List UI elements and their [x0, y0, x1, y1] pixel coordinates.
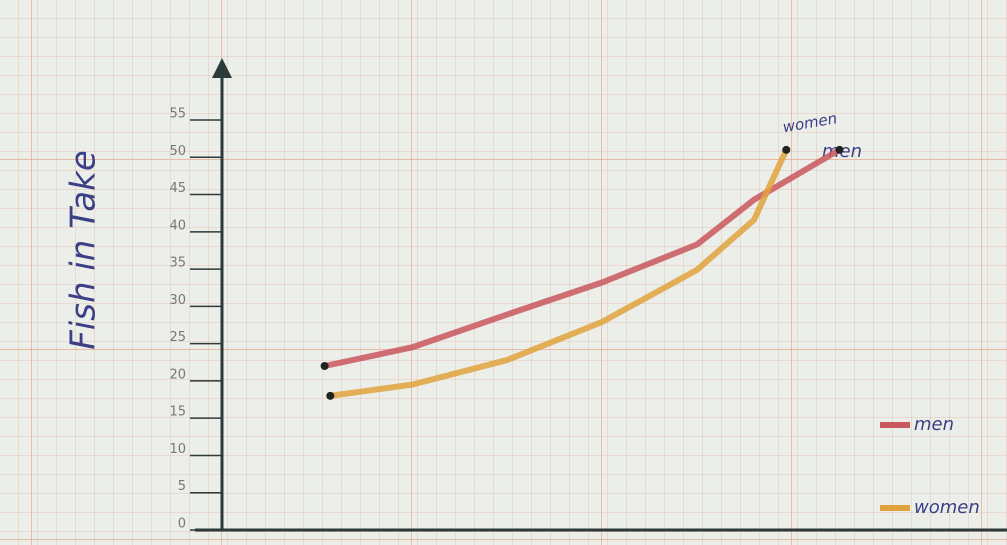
y-tick-label: 25	[169, 330, 186, 345]
y-tick-label: 45	[169, 181, 186, 196]
end-point	[782, 146, 790, 154]
y-tick-label: 30	[169, 293, 186, 308]
y-tick-label: 35	[169, 256, 186, 271]
y-tick-label: 55	[169, 107, 186, 122]
y-tick-label: 40	[169, 218, 186, 233]
end-point	[321, 362, 329, 370]
y-tick-label: 20	[169, 367, 186, 382]
end-point	[836, 146, 844, 154]
page: {"chart_data": {"type": "line", "y_label…	[0, 0, 1007, 545]
paper-grid-major	[0, 0, 1007, 545]
legend-label: men	[914, 414, 954, 435]
y-tick-label: 0	[178, 517, 186, 532]
end-point	[326, 392, 334, 400]
legend-label: women	[914, 497, 980, 518]
chart: Fish in Take women men 0 5 10 15 20 25 30 35 40 4…	[0, 0, 1007, 545]
y-tick-label: 15	[169, 405, 186, 420]
y-tick-label: 5	[178, 479, 186, 494]
y-tick-label: 50	[169, 144, 186, 159]
y-tick-label: 10	[169, 442, 186, 457]
y-axis-title: Fish in Take	[64, 150, 104, 350]
